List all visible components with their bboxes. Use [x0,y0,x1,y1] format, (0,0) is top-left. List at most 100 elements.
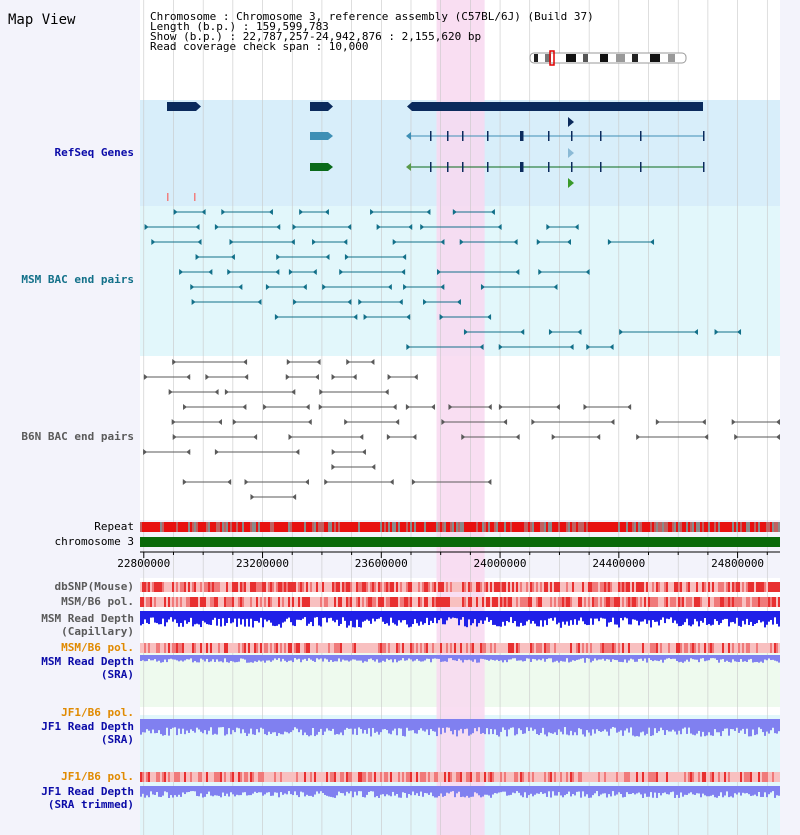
dbsnp-heat-cell [690,582,692,592]
msm-pol-heat-cell [678,597,680,607]
dbsnp-heat-cell [240,582,242,592]
jf1-trimmed-depth-bar [452,786,454,792]
repeat-segment [284,522,286,532]
msm-pol-heat-cell [260,597,262,607]
msm-capillary-depth-bar [146,611,148,623]
msm-pol-sra-heat-cell [202,643,204,653]
msm-pol-heat-cell [210,597,212,607]
jf1-sra-depth-bar [620,719,622,731]
repeat-segment [184,522,186,532]
msm-capillary-depth-bar [162,611,164,619]
dbsnp-heat-cell [492,582,494,592]
jf1-trimmed-depth-bar [368,786,370,792]
msm-capillary-depth-bar [630,611,632,625]
msm-sra-depth-bar [650,655,652,661]
msm-pol-heat-cell [536,597,538,607]
ideogram-position-marker [549,50,555,66]
msm-pol-heat-cell [636,597,638,607]
jf1-trimmed-depth-bar [366,786,368,795]
msm-pol-heat-cell [640,597,642,607]
msm-pol-sra-heat-cell [264,643,266,653]
msm-pol-heat-cell [140,597,142,607]
msm-pol-sra-heat-cell [440,643,442,653]
msm-pol-sra-heat-cell [180,643,182,653]
jf1-sra-depth-bar [306,719,308,735]
msm-sra-depth-bar [506,655,508,663]
refseq-exon [548,162,550,172]
b6n-bac-pair-end [370,359,375,365]
msm-sra-depth-bar [274,655,276,659]
jf1-trimmed-depth-bar [280,786,282,793]
msm-pol-heat-cell [688,597,690,607]
jf1-sra-depth-bar [434,719,436,732]
jf1-sra-depth-bar [454,719,456,730]
jf1-pol-heat-cell [154,772,156,782]
msm-pol-heat-cell [362,597,364,607]
jf1-trimmed-depth-bar [650,786,652,793]
msm-pol-heat-cell [218,597,220,607]
b6n-bac-pair-end [389,479,394,485]
jf1-pol-heat-cell [764,772,766,782]
msm-sra-depth-bar [344,655,346,661]
msm-pol-heat-cell [498,597,500,607]
dbsnp-heat-cell [346,582,348,592]
jf1-sra-depth-bar [748,719,750,737]
repeat-segment [296,522,298,532]
jf1-pol-heat-cell [690,772,692,782]
msm-sra-depth-bar [482,655,484,659]
jf1-pol-heat-cell [482,772,484,782]
dbsnp-heat-cell [306,582,308,592]
msm-pol-heat-cell [426,597,428,607]
msm-sra-depth-bar [696,655,698,660]
msm-capillary-depth-bar [552,611,554,621]
jf1-pol-heat-cell [252,772,254,782]
repeat-segment [524,522,526,532]
jf1-pol-heat-cell [384,772,386,782]
jf1-trimmed-depth-bar [724,786,726,796]
jf1-trimmed-depth-bar [758,786,760,792]
repeat-segment [622,522,624,532]
msm-sra-depth-bar [508,655,510,660]
jf1-trimmed-depth-bar [226,786,228,794]
jf1-trimmed-depth-bar [654,786,656,793]
msm-capillary-depth-bar [388,611,390,626]
jf1-sra-depth-bar [140,719,142,735]
msm-capillary-depth-bar [284,611,286,622]
jf1-sra-depth-bar [238,719,240,729]
jf1-pol-heat-cell [756,772,758,782]
msm-pol-heat-cell [488,597,490,607]
jf1-trimmed-depth-bar [202,786,204,798]
jf1-trimmed-depth-bar [746,786,748,794]
jf1-trimmed-depth-bar [144,786,146,798]
info-chromosome: Chromosome : Chromosome 3, reference ass… [150,10,594,23]
msm-sra-depth-bar [766,655,768,661]
msm-pol-sra-heat-cell [688,643,690,653]
msm-pol-heat-cell [348,597,350,607]
msm-capillary-depth-bar [188,611,190,623]
jf1-trimmed-depth-bar [608,786,610,795]
jf1-sra-depth-bar [438,719,440,728]
jf1-sra-depth-bar [546,719,548,737]
dbsnp-heat-cell [250,582,252,592]
msm-capillary-depth-bar [432,611,434,624]
jf1-sra-depth-bar [174,719,176,728]
repeat-segment [652,522,654,532]
dbsnp-heat-cell [276,582,278,592]
msm-bac-pair-end [569,344,574,350]
b6n-bac-pair-end [227,479,232,485]
b6n-bac-pair-end [627,404,632,410]
msm-pol-sra-heat-cell [234,643,236,653]
jf1-pol-heat-cell [308,772,310,782]
jf1-trimmed-depth-bar [398,786,400,798]
msm-pol-heat-cell [468,597,470,607]
msm-bac-pair-end [398,299,403,305]
msm-sra-depth-bar [654,655,656,661]
jf1-trimmed-depth-bar [684,786,686,795]
msm-capillary-depth-bar [514,611,516,622]
jf1-trimmed-depth-bar [346,786,348,792]
jf1-sra-depth-bar [460,719,462,729]
dbsnp-heat-cell [398,582,400,592]
jf1-sra-depth-bar [316,719,318,735]
msm-capillary-depth-bar [402,611,404,621]
